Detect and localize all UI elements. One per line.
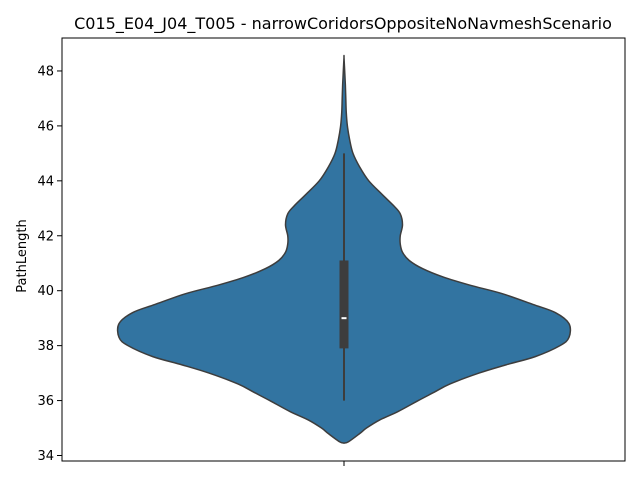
y-tick-label: 42 bbox=[37, 229, 54, 244]
y-tick-label: 34 bbox=[37, 449, 54, 464]
y-tick-label: 48 bbox=[37, 64, 54, 79]
y-axis-label: PathLength bbox=[15, 219, 30, 292]
y-tick-label: 46 bbox=[37, 119, 54, 134]
y-tick-label: 38 bbox=[37, 339, 54, 354]
median-marker bbox=[341, 317, 347, 320]
y-tick-label: 36 bbox=[37, 394, 54, 409]
box-layer bbox=[339, 153, 349, 401]
y-tick-label: 40 bbox=[37, 284, 54, 299]
y-tick-label: 44 bbox=[37, 174, 54, 189]
chart-title: C015_E04_J04_T005 - narrowCoridorsOpposi… bbox=[74, 14, 612, 34]
y-axis: 34 36 38 40 42 44 46 48 bbox=[37, 64, 62, 464]
iqr-box bbox=[339, 260, 349, 349]
